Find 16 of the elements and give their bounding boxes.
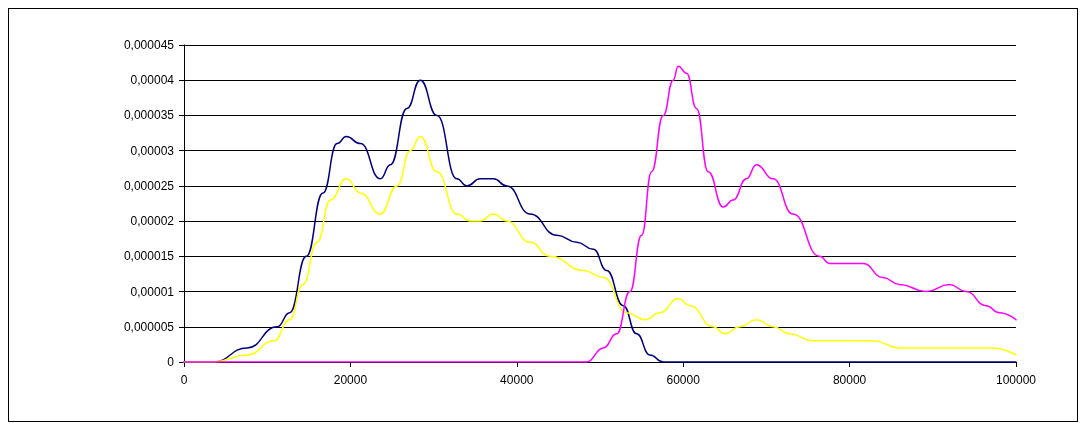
x-tick-label: 100000 — [995, 373, 1037, 387]
x-tick-label: 20000 — [333, 373, 368, 387]
x-tick-label: 60000 — [666, 373, 701, 387]
y-tick-label: 0,000015 — [123, 249, 175, 264]
y-tick-label: 0,000005 — [123, 319, 175, 334]
y-tick-label: 0,000025 — [123, 178, 175, 193]
x-tick-label: 0 — [180, 373, 188, 387]
y-tick-label: 0,00003 — [130, 143, 175, 158]
y-tick-label: 0,00001 — [130, 284, 175, 299]
y-tick-label: 0,000035 — [123, 108, 175, 123]
y-tick-label: 0,00002 — [130, 214, 175, 229]
y-tick-label: 0 — [167, 355, 175, 369]
y-tick-label: 0,000045 — [123, 38, 175, 52]
x-tick-label: 80000 — [832, 373, 867, 387]
y-tick-label: 0,00004 — [130, 73, 175, 88]
x-tick-label: 40000 — [500, 373, 534, 387]
